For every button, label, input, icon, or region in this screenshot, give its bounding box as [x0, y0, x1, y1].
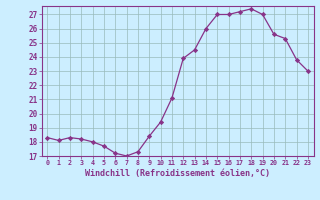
- X-axis label: Windchill (Refroidissement éolien,°C): Windchill (Refroidissement éolien,°C): [85, 169, 270, 178]
